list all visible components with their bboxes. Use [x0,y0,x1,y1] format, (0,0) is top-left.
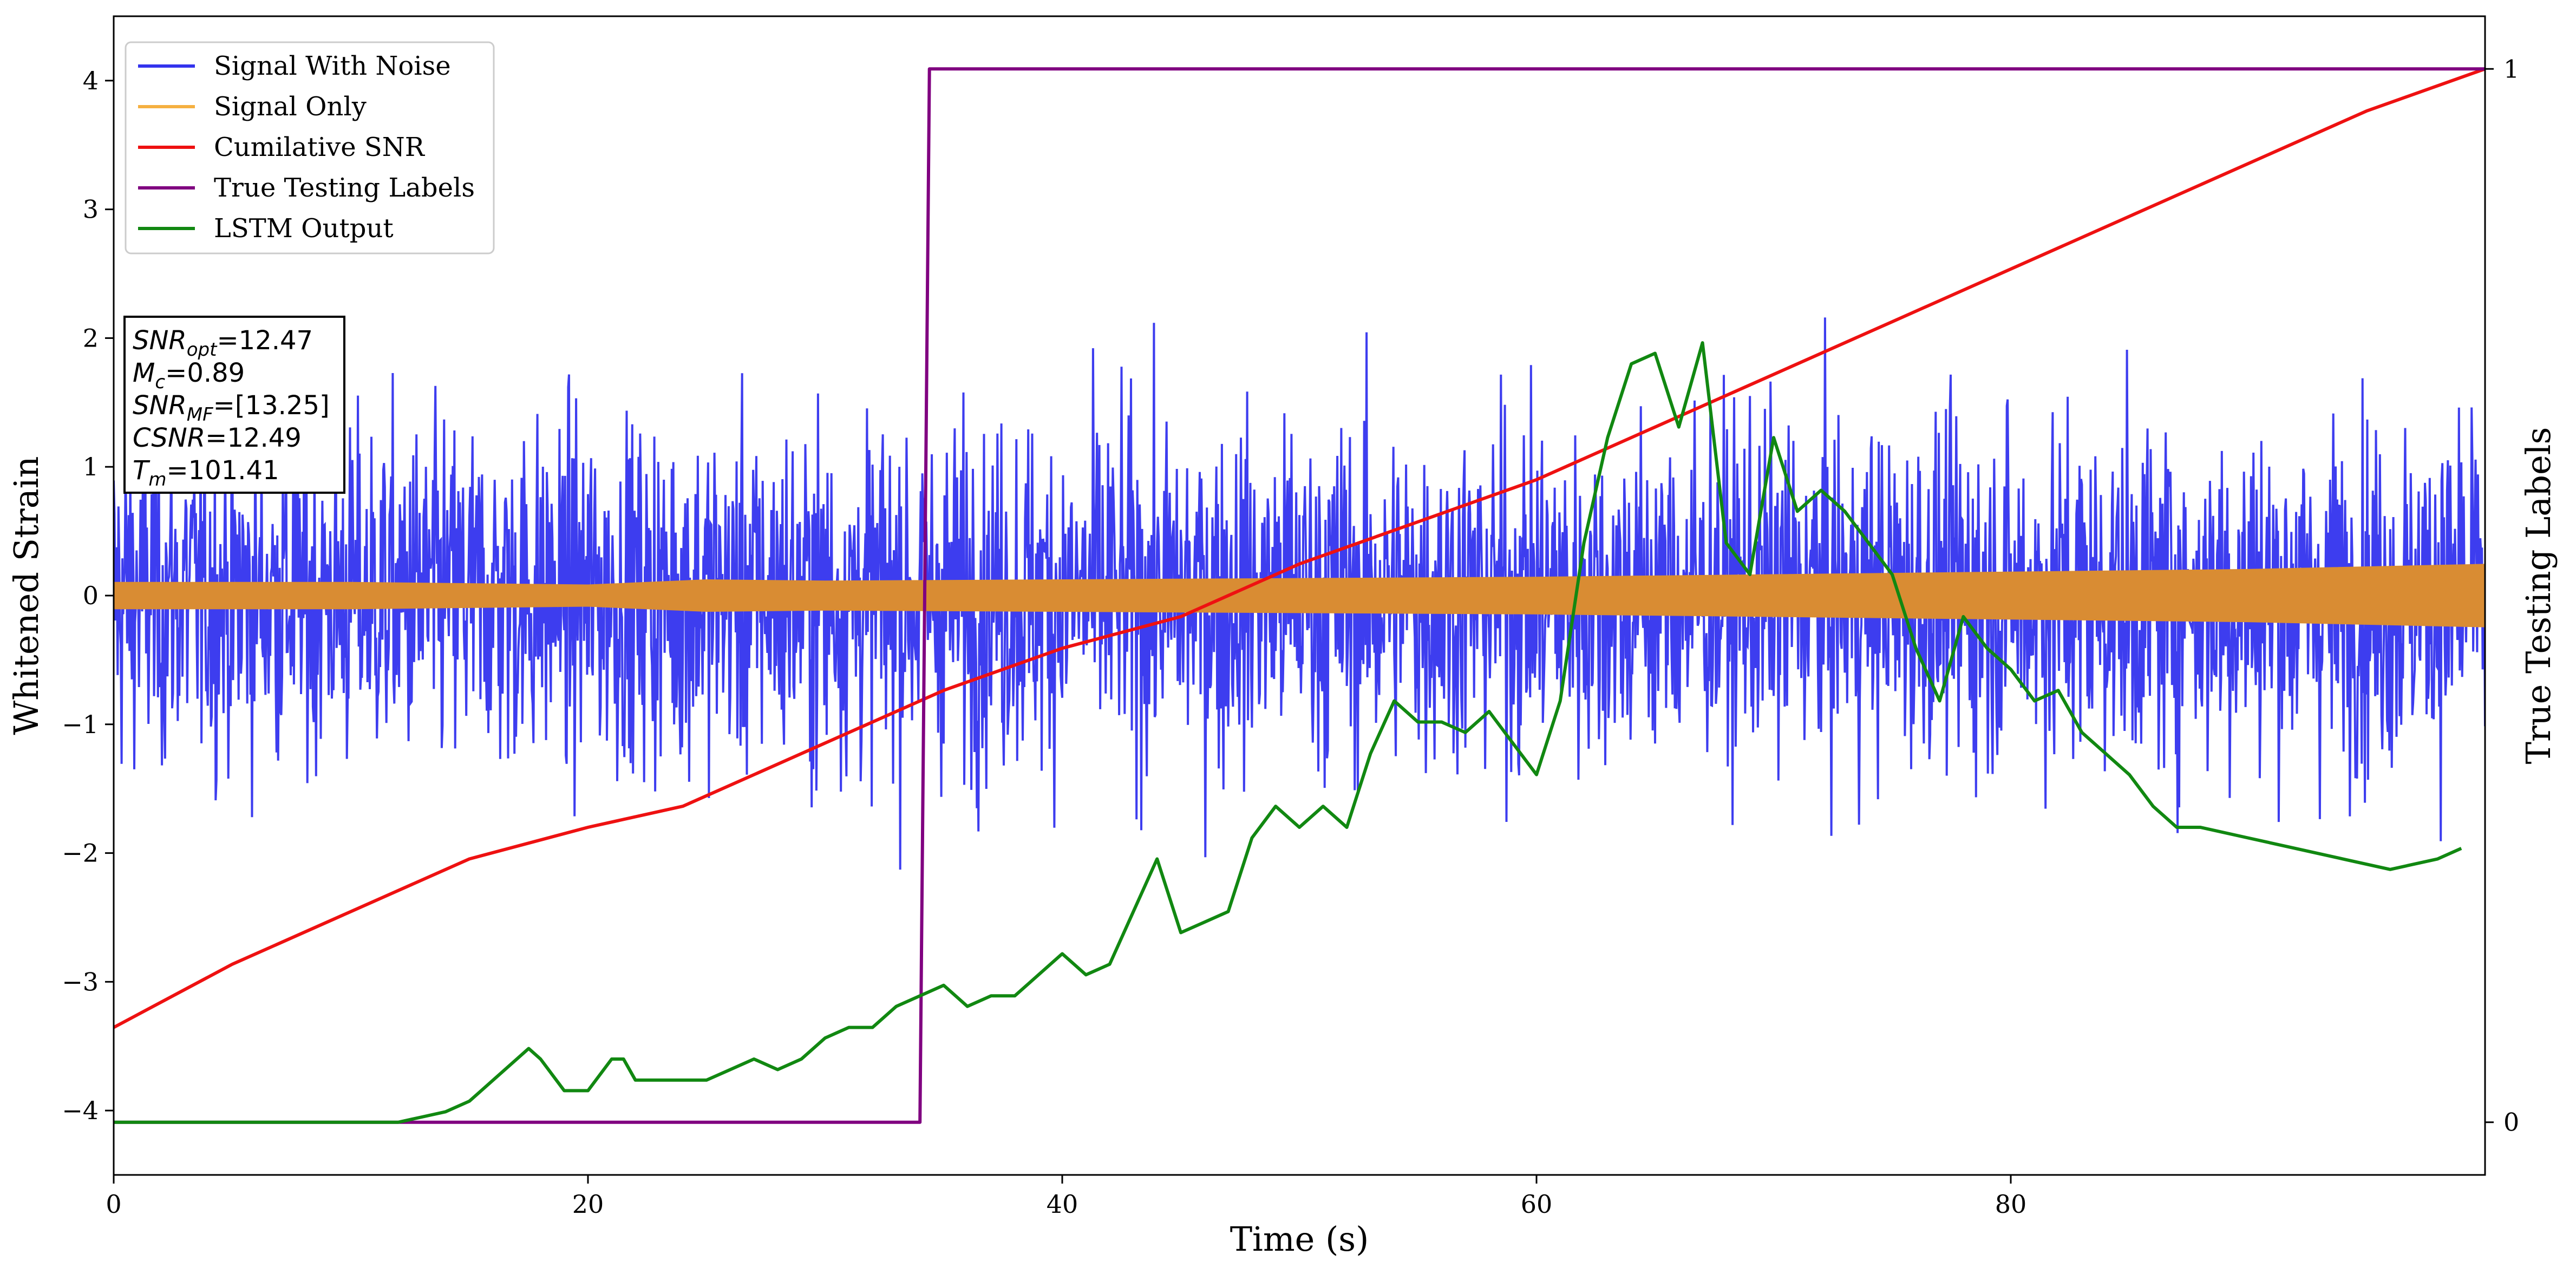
x-tick-label: 20 [572,1190,604,1219]
info-box-frame [123,316,345,494]
legend-label: LSTM Output [214,213,394,244]
y-tick-label: 4 [83,66,99,95]
info-box: SNRopt=12.47 Mc=0.89 SNRMF=[13.25] CSNR=… [123,316,345,494]
y-tick-label: 1 [83,452,99,481]
y-tick-label: 0 [83,581,99,610]
x-tick-label: 40 [1047,1190,1078,1219]
y-tick-label: −1 [62,710,99,739]
legend-box [125,41,495,254]
y-axis-title: Whitened Strain [6,456,46,735]
y-tick-label: −2 [62,839,99,868]
y-axis-right: 01 [2485,54,2519,1137]
series-true-testing-labels [114,67,2485,1124]
x-tick-label: 60 [1521,1190,1553,1219]
info-snr-opt: SNRopt=12.47 [133,325,313,361]
legend-label: Cumilative SNR [214,132,426,162]
legend: Signal With Noise Signal Only Cumilative S… [125,41,495,254]
series-cumilative-snr [114,67,2485,1029]
series-signal-with-noise [114,317,2485,870]
series-signal-only [114,564,2485,628]
info-tm: Tm=101.41 [133,455,279,491]
y-tick-label: −3 [62,967,99,996]
y-tick-label: −4 [62,1096,99,1125]
y-tick-label: 2 [83,323,99,352]
legend-label: Signal Only [214,92,367,122]
y2-axis-title: True Testing Labels [2519,427,2558,765]
y-axis-left: −4 −3 −2 −1 0 1 2 3 4 [62,66,114,1125]
series-lstm-output [114,341,2462,1124]
info-mc: Mc=0.89 [133,358,245,393]
x-tick-label: 80 [1995,1190,2027,1219]
legend-label: True Testing Labels [214,173,475,203]
x-tick-label: 0 [106,1190,121,1219]
series-layer [114,67,2485,1124]
y-tick-label: 3 [83,195,99,224]
x-axis: 0 20 40 60 80 [106,1175,2026,1219]
x-axis-title: Time (s) [1230,1219,1369,1259]
legend-items: Signal With Noise Signal Only Cumilative S… [138,51,475,244]
y2-tick-label: 1 [2503,54,2519,83]
y2-tick-label: 0 [2503,1108,2519,1137]
info-csnr: CSNR=12.49 [133,423,302,453]
legend-label: Signal With Noise [214,51,451,81]
info-snr-mf: SNRMF=[13.25] [133,390,330,426]
